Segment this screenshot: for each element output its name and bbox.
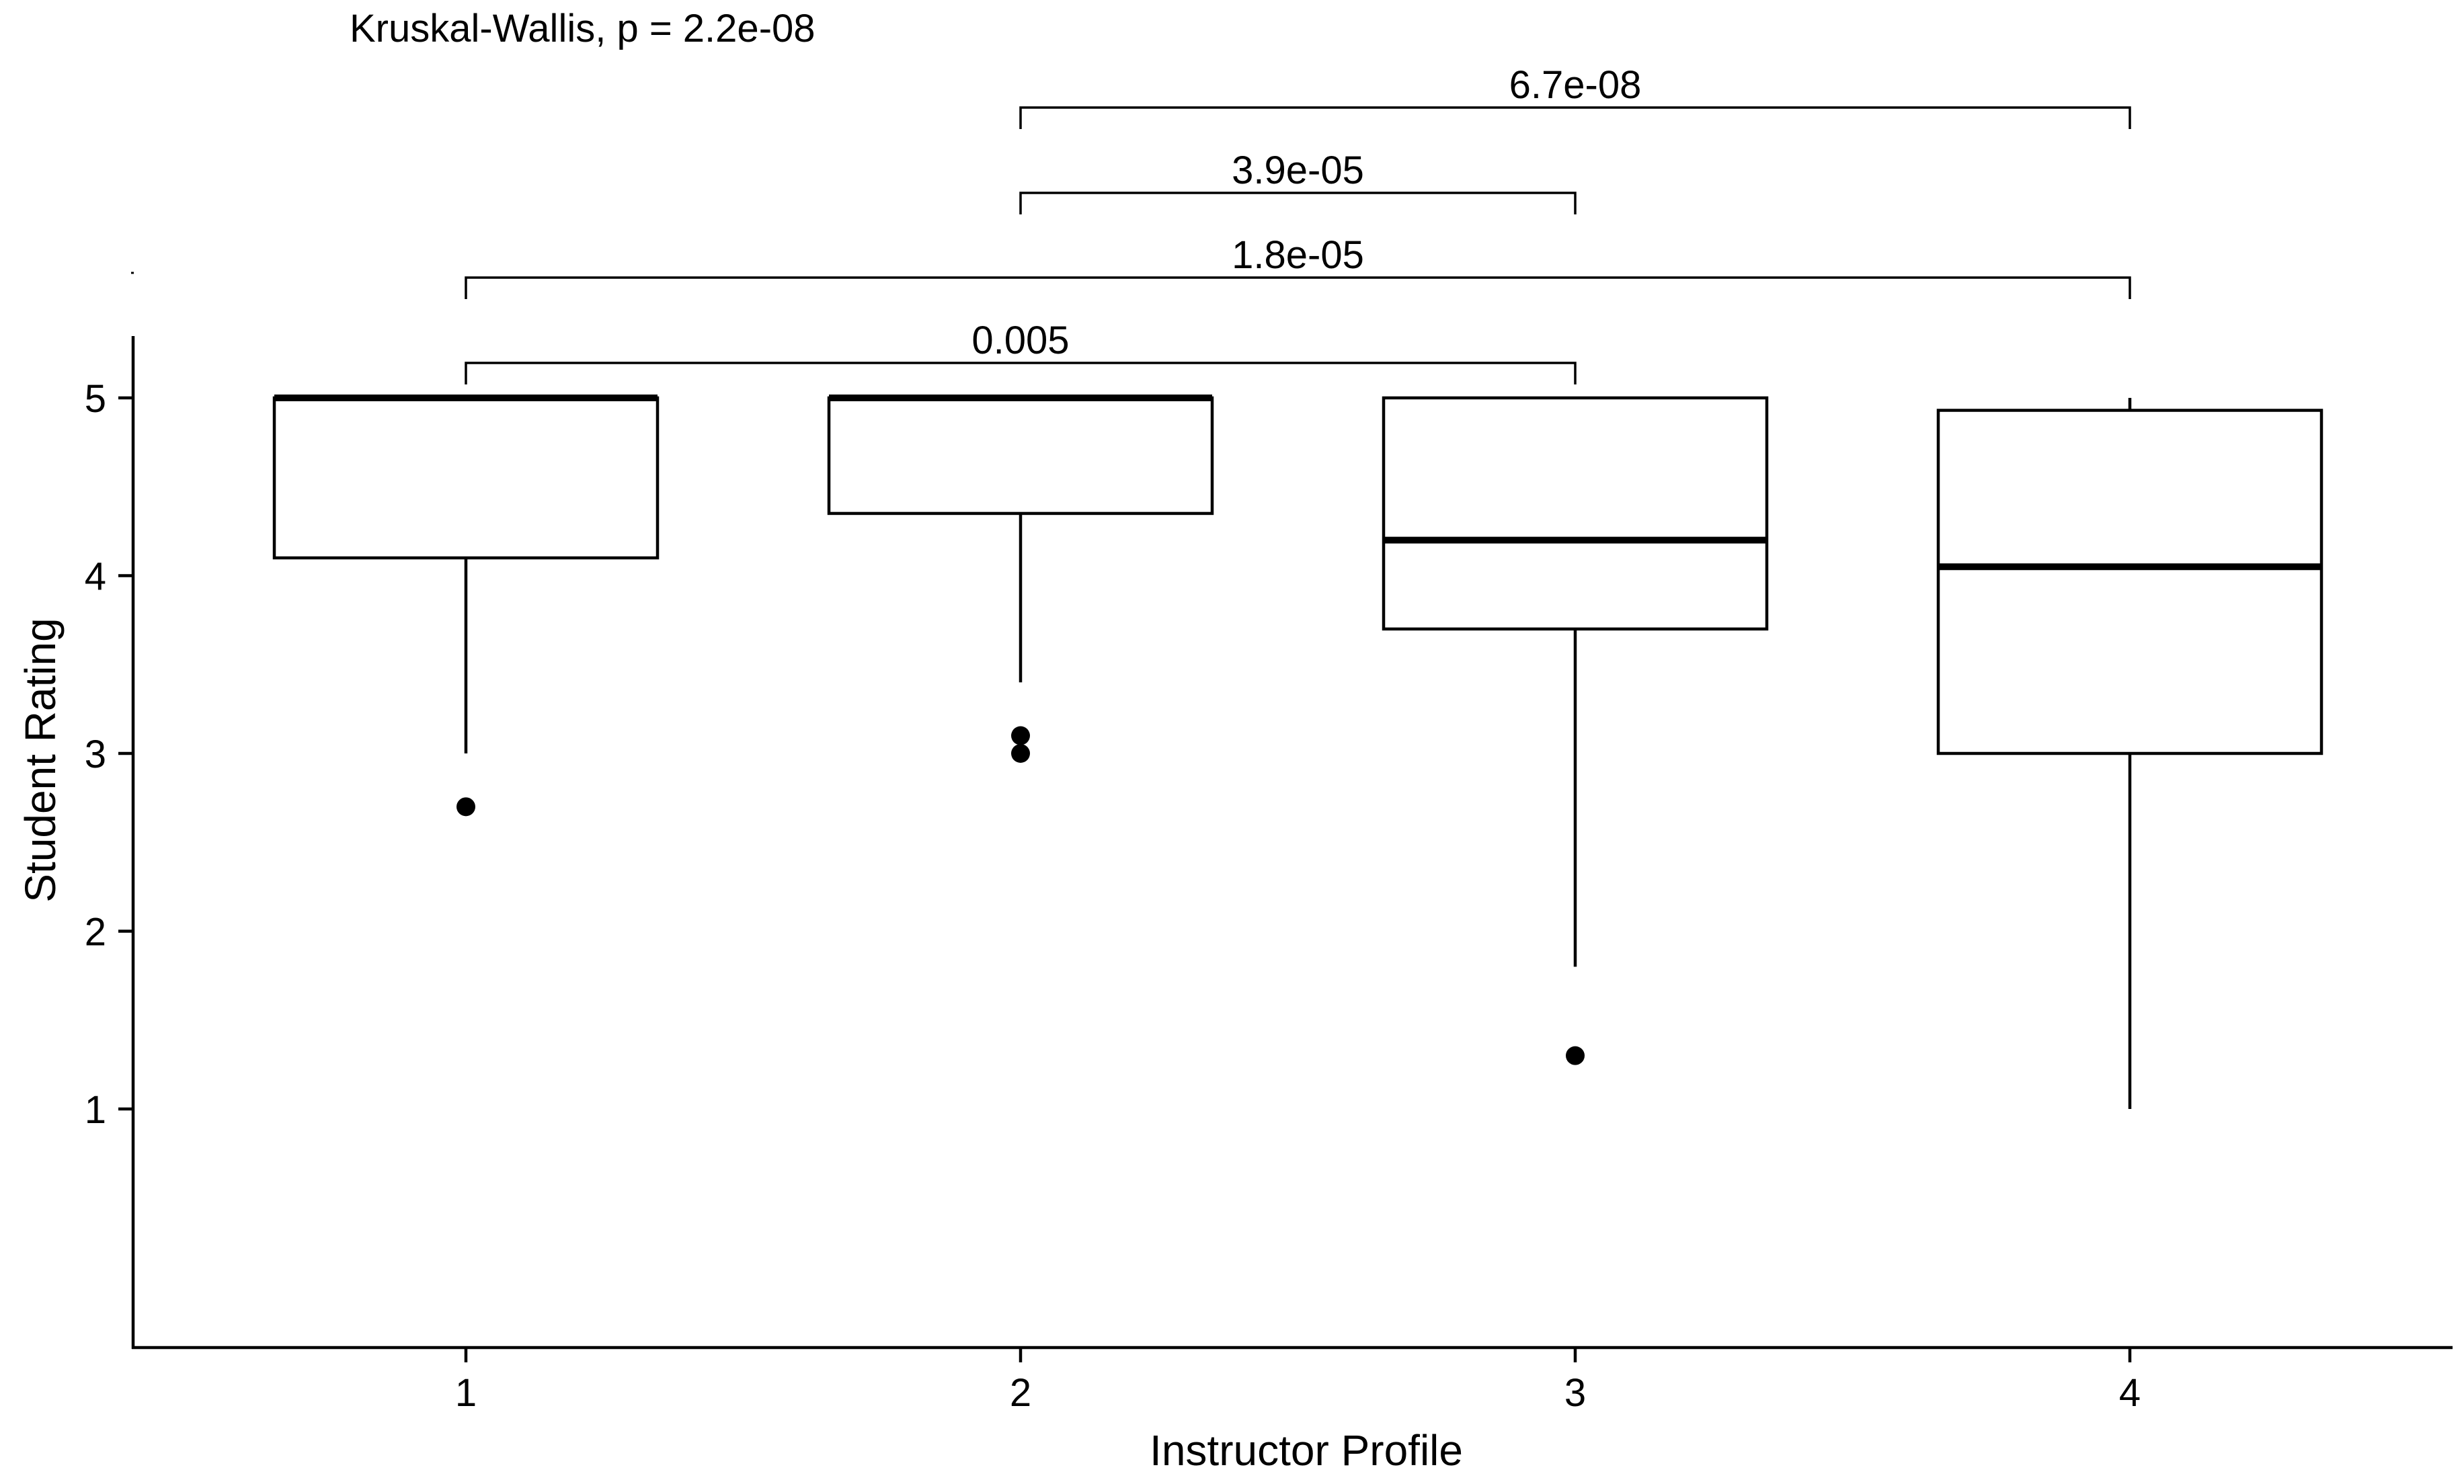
bracket-line <box>465 362 1577 384</box>
box-1 <box>272 395 660 817</box>
x-tick-label: 3 <box>1564 1371 1586 1415</box>
outlier-point <box>456 797 475 817</box>
y-tick-label: 3 <box>85 733 106 776</box>
bracket-line <box>465 276 2131 299</box>
bracket-1-3: 0.005 <box>465 319 1577 384</box>
box-iqr <box>1936 409 2323 755</box>
box-iqr <box>1382 396 1769 631</box>
boxes-group <box>272 395 2323 1109</box>
bracket-p-value: 3.9e-05 <box>1232 149 1364 192</box>
y-tick-label: 5 <box>85 377 106 421</box>
y-tick-label: 2 <box>85 911 106 954</box>
box-4 <box>1936 398 2323 1109</box>
bracket-2-4: 6.7e-08 <box>1019 63 2131 129</box>
x-tick-label: 1 <box>455 1371 477 1415</box>
x-tick-label: 4 <box>2119 1371 2141 1415</box>
box-iqr <box>272 396 660 560</box>
comparison-brackets: 0.005 1.8e-05 3.9e-05 6.7e-08 <box>465 63 2131 384</box>
bracket-p-value: 0.005 <box>971 319 1069 362</box>
bracket-2-3: 3.9e-05 <box>1019 149 1577 214</box>
bracket-p-value: 1.8e-05 <box>1232 233 1364 277</box>
bracket-1-4: 1.8e-05 <box>465 233 2131 299</box>
bracket-line <box>1019 106 2131 129</box>
axes-group: 1 2 3 4 5 1 2 3 4 <box>85 272 2453 1415</box>
y-tick-label: 1 <box>85 1088 106 1132</box>
box-iqr <box>827 396 1214 516</box>
box-2 <box>827 395 1214 763</box>
bracket-p-value: 6.7e-08 <box>1509 63 1642 107</box>
bracket-line <box>1019 192 1577 214</box>
y-tick-label: 4 <box>85 555 106 599</box>
x-tick-label: 2 <box>1010 1371 1031 1415</box>
box-3 <box>1382 396 1769 1065</box>
outlier-point <box>1566 1046 1585 1065</box>
y-axis-title: Student Rating <box>16 618 65 902</box>
outlier-point <box>1011 744 1030 763</box>
x-axis-title: Instructor Profile <box>1150 1426 1463 1475</box>
kruskal-wallis-label: Kruskal-Wallis, p = 2.2e-08 <box>350 7 816 50</box>
outlier-point <box>1011 726 1030 745</box>
